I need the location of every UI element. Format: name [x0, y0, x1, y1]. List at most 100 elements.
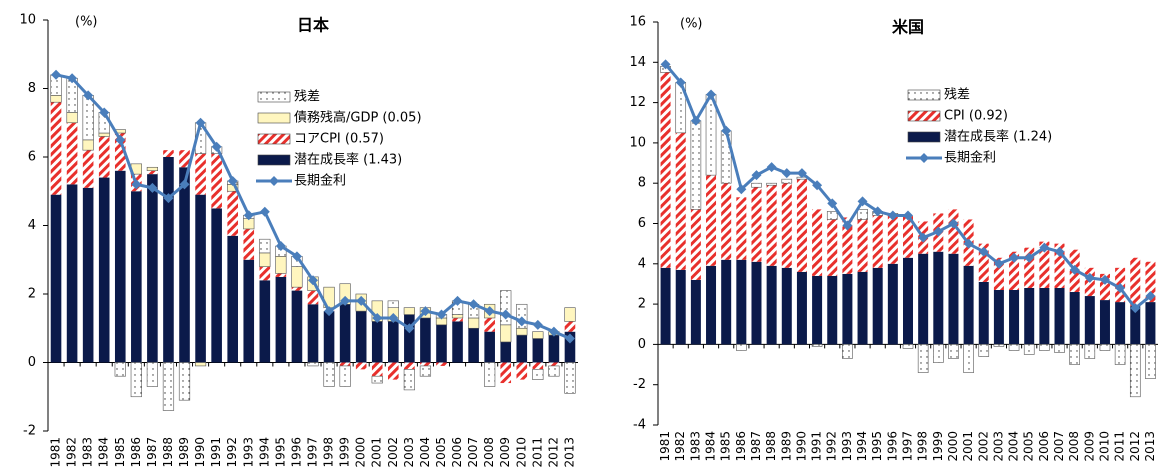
bar	[500, 341, 512, 363]
marker	[766, 162, 777, 173]
x-tick-label: 1982	[673, 431, 687, 462]
y-tick-label: 10	[629, 135, 646, 150]
marker	[675, 77, 686, 88]
marker	[978, 246, 989, 257]
legend-label: CPI (0.92)	[944, 109, 1008, 124]
marker	[372, 312, 383, 323]
marker	[564, 333, 575, 344]
legend-swatch	[257, 133, 291, 145]
x-tick-label: 2013	[562, 437, 576, 468]
bar	[564, 331, 576, 363]
x-tick-label: 1990	[794, 431, 808, 462]
bar	[963, 344, 974, 373]
x-tick-label: 2012	[1128, 431, 1142, 462]
bar	[307, 304, 319, 363]
bar	[404, 314, 415, 363]
bar	[484, 362, 496, 387]
bar	[532, 369, 544, 380]
x-tick-label: 1993	[241, 437, 255, 468]
bar	[548, 362, 560, 366]
bar	[50, 194, 62, 363]
x-tick-label: 1994	[855, 431, 869, 462]
bar	[1145, 344, 1156, 379]
bar	[706, 175, 717, 266]
chart-title: 日本	[297, 16, 329, 35]
y-tick-label: 4	[638, 256, 646, 271]
bar	[307, 362, 319, 367]
bar	[1114, 344, 1126, 365]
marker	[857, 196, 868, 207]
bar	[917, 344, 929, 373]
marker	[1069, 264, 1080, 275]
bar	[675, 269, 686, 345]
bar	[872, 215, 883, 268]
bar	[690, 120, 702, 210]
bar	[1024, 287, 1035, 345]
x-tick-label: 2001	[961, 431, 975, 462]
legend-swatch	[907, 110, 941, 122]
bar	[194, 362, 207, 367]
marker	[933, 226, 944, 237]
x-tick-label: 2000	[946, 431, 960, 462]
x-tick-label: 2006	[1037, 431, 1051, 462]
marker	[1145, 291, 1156, 302]
y-tick-label: 2	[28, 287, 36, 302]
legend-swatch	[919, 153, 929, 163]
x-tick-label: 1986	[129, 437, 143, 468]
bar	[275, 256, 287, 274]
bar	[388, 321, 399, 363]
x-tick-label: 2008	[1067, 431, 1081, 462]
x-tick-label: 1984	[97, 437, 111, 468]
legend-label: 長期金利	[294, 173, 346, 189]
legend-label: 残差	[294, 90, 320, 105]
marker	[903, 210, 913, 221]
bar	[516, 303, 528, 329]
marker	[1130, 303, 1141, 314]
legend-swatch	[257, 154, 291, 166]
bar	[993, 344, 1005, 347]
bar	[50, 95, 62, 103]
marker	[51, 69, 62, 80]
marker	[690, 115, 701, 126]
bar	[1069, 344, 1080, 365]
bar	[130, 362, 142, 398]
legend-label: 潜在成長率 (1.43)	[294, 152, 402, 168]
bar	[902, 344, 914, 349]
marker	[948, 218, 959, 229]
bar	[842, 217, 853, 274]
marker	[993, 258, 1004, 269]
marker	[918, 232, 929, 243]
x-tick-label: 1987	[749, 431, 763, 462]
bar	[978, 281, 989, 345]
bar	[1099, 273, 1110, 301]
bar	[827, 275, 838, 345]
bar	[857, 219, 868, 272]
bar	[323, 362, 335, 387]
marker	[83, 90, 94, 101]
bar	[1129, 344, 1141, 398]
bar	[751, 187, 762, 262]
bar	[1099, 344, 1111, 351]
bar	[419, 365, 432, 377]
x-tick-label: 2002	[976, 431, 990, 462]
x-tick-label: 2003	[991, 431, 1005, 462]
bar	[82, 95, 94, 141]
legend-swatch	[269, 176, 279, 186]
bar	[452, 321, 463, 363]
marker	[291, 251, 302, 262]
marker	[452, 295, 463, 306]
y-tick-label: 16	[629, 15, 646, 30]
bar	[468, 317, 480, 329]
x-tick-label: 1996	[885, 431, 899, 462]
bar	[933, 251, 944, 345]
marker	[67, 73, 78, 84]
bar	[706, 265, 717, 345]
bar	[903, 215, 913, 258]
marker	[195, 117, 206, 128]
bar	[98, 136, 110, 178]
x-tick-label: 2009	[1082, 431, 1096, 462]
bar	[388, 362, 399, 380]
y-tick-label: 10	[19, 13, 36, 28]
x-tick-label: 2002	[386, 437, 400, 468]
